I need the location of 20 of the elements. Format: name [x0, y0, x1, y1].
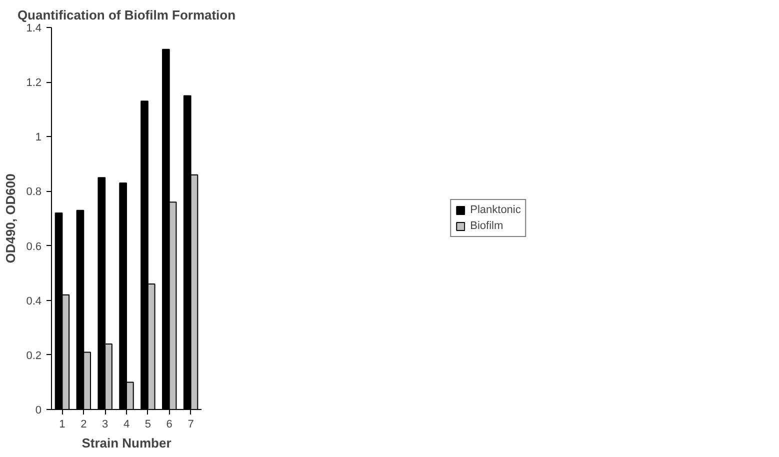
- chart-title: Quantification of Biofilm Formation: [17, 8, 236, 22]
- legend-label: Biofilm: [470, 220, 504, 232]
- x-tick-label: 7: [188, 418, 194, 430]
- y-tick-label: 0.8: [26, 186, 42, 198]
- y-tick-label: 0.6: [26, 240, 42, 253]
- x-tick-label: 3: [102, 418, 108, 430]
- y-tick-label: 1: [35, 132, 42, 144]
- x-axis-title: Strain Number: [82, 436, 172, 450]
- y-tick-label: 1.4: [26, 22, 42, 34]
- x-tick-label: 6: [166, 418, 172, 430]
- y-tick-label: 0.2: [26, 350, 42, 362]
- x-tick-label: 5: [144, 418, 151, 430]
- x-tick-label: 1: [59, 418, 66, 430]
- y-tick-label: 1.2: [26, 77, 42, 90]
- x-tick-label: 2: [80, 418, 87, 430]
- x-tick-label: 4: [123, 418, 130, 430]
- legend-label: Planktonic: [470, 204, 521, 216]
- y-axis-title: OD490, OD600: [3, 174, 18, 264]
- y-tick-label: 0.4: [26, 295, 42, 308]
- y-tick-label: 0: [35, 404, 42, 416]
